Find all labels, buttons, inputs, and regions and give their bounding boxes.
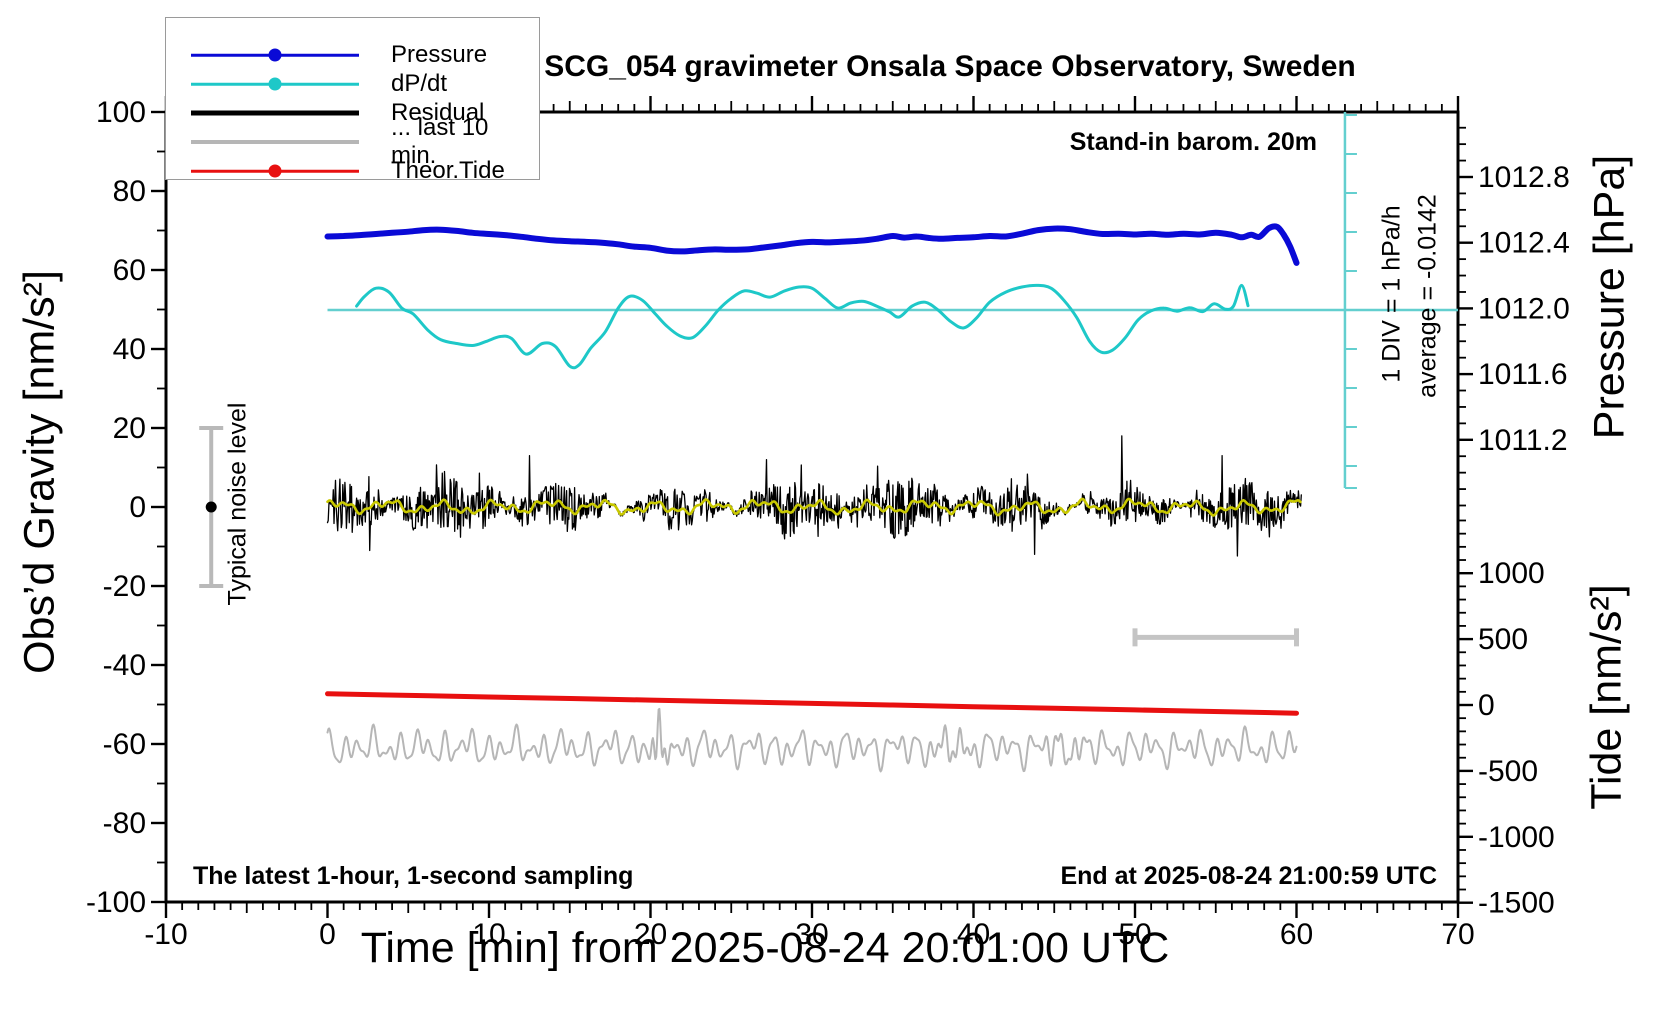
svg-text:-60: -60 bbox=[103, 728, 146, 761]
barometer-annotation: Stand-in barom. 20m bbox=[1069, 128, 1317, 156]
svg-text:-1500: -1500 bbox=[1478, 887, 1555, 920]
y-axis-label-pressure: Pressure [hPa] bbox=[1585, 154, 1634, 440]
legend-sample-theor-tide bbox=[191, 163, 359, 179]
legend-item-pressure: Pressure bbox=[191, 41, 488, 68]
tide-dot-icon bbox=[268, 164, 282, 178]
legend-item-residual: Residual bbox=[191, 99, 485, 126]
y-axis-label-tide: Tide [nm/s²] bbox=[1582, 584, 1631, 810]
svg-text:1012.8: 1012.8 bbox=[1478, 161, 1570, 194]
svg-text:-80: -80 bbox=[103, 807, 146, 840]
svg-text:30: 30 bbox=[795, 918, 828, 951]
legend-label-residual: Residual bbox=[391, 99, 485, 126]
legend-sample-last10 bbox=[191, 134, 359, 150]
legend-sample-pressure bbox=[191, 47, 359, 63]
svg-text:0: 0 bbox=[319, 918, 336, 951]
svg-text:0: 0 bbox=[129, 491, 146, 524]
legend-item-theor-tide: Theor.Tide bbox=[191, 157, 505, 184]
svg-text:1011.6: 1011.6 bbox=[1478, 358, 1568, 391]
svg-text:1011.2: 1011.2 bbox=[1478, 424, 1568, 457]
svg-text:-40: -40 bbox=[103, 649, 146, 682]
svg-text:-100: -100 bbox=[86, 886, 146, 919]
svg-text:40: 40 bbox=[113, 333, 146, 366]
svg-text:1000: 1000 bbox=[1478, 557, 1545, 590]
dpdt-dot-icon bbox=[268, 77, 282, 91]
pressure-dot-icon bbox=[268, 48, 282, 62]
x-axis-label: Time [min] from 2025-08-24 20:01:00 UTC bbox=[360, 924, 1170, 972]
svg-text:1012.4: 1012.4 bbox=[1478, 227, 1570, 260]
legend-sample-dpdt bbox=[191, 76, 359, 92]
legend-item-dpdt: dP/dt bbox=[191, 70, 448, 97]
legend-label-pressure: Pressure bbox=[391, 41, 488, 68]
svg-text:70: 70 bbox=[1441, 918, 1474, 951]
svg-text:100: 100 bbox=[96, 96, 146, 129]
sampling-annotation: The latest 1-hour, 1-second sampling bbox=[193, 862, 634, 890]
chart-title: SCG_054 gravimeter Onsala Space Observat… bbox=[544, 50, 1356, 83]
legend-sample-residual bbox=[191, 105, 359, 121]
svg-text:20: 20 bbox=[634, 918, 667, 951]
svg-text:60: 60 bbox=[1280, 918, 1313, 951]
svg-text:-10: -10 bbox=[144, 918, 187, 951]
svg-text:40: 40 bbox=[957, 918, 990, 951]
svg-text:0: 0 bbox=[1478, 689, 1495, 722]
end-time-annotation: End at 2025-08-24 21:00:59 UTC bbox=[1060, 862, 1437, 890]
svg-text:1012.0: 1012.0 bbox=[1478, 292, 1570, 325]
svg-text:500: 500 bbox=[1478, 623, 1528, 656]
legend-label-dpdt: dP/dt bbox=[391, 70, 448, 97]
legend: Pressure dP/dt Residual ... last 10 min.… bbox=[165, 17, 540, 184]
svg-text:-1000: -1000 bbox=[1478, 821, 1555, 854]
y-axis-label-gravity: Obs’d Gravity [nm/s²] bbox=[15, 270, 64, 674]
svg-text:10: 10 bbox=[472, 918, 505, 951]
legend-label-last10: ... last 10 min. bbox=[391, 114, 489, 169]
noise-level-annotation: Typical noise level bbox=[223, 402, 252, 606]
svg-text:20: 20 bbox=[113, 412, 146, 445]
svg-text:50: 50 bbox=[1118, 918, 1151, 951]
div-scale-annotation: 1 DIV = 1 hPa/h bbox=[1377, 205, 1406, 383]
svg-text:60: 60 bbox=[113, 254, 146, 287]
legend-item-last10: ... last 10 min. bbox=[191, 114, 539, 169]
svg-text:-20: -20 bbox=[103, 570, 146, 603]
svg-text:-500: -500 bbox=[1478, 755, 1538, 788]
average-annotation: average = -0.0142 bbox=[1413, 194, 1442, 398]
legend-label-theor-tide: Theor.Tide bbox=[391, 157, 505, 184]
svg-text:80: 80 bbox=[113, 175, 146, 208]
